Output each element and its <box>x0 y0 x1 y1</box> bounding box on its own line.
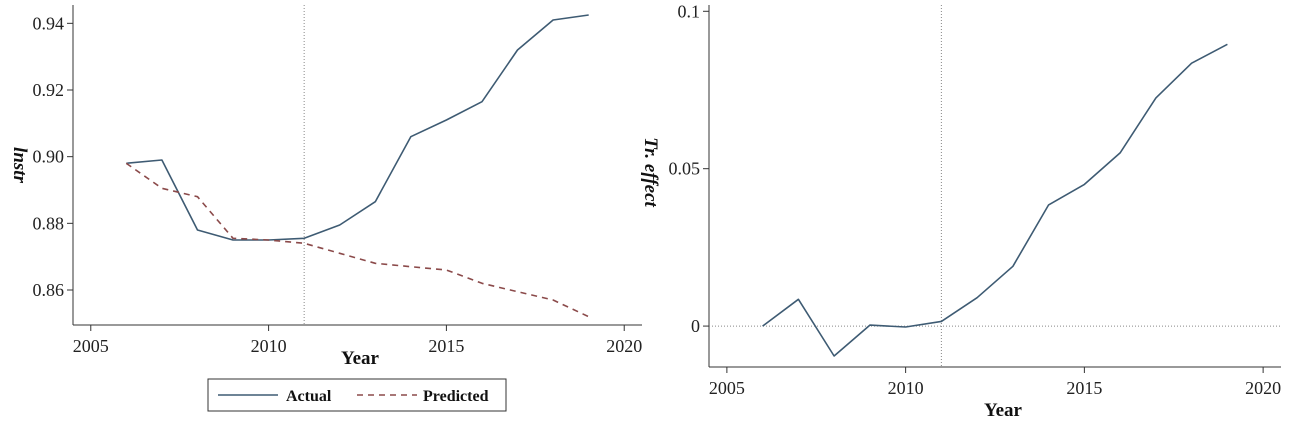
right-y-ticks: 0 0.05 0.1 <box>669 1 709 336</box>
right-x-axis-title: Year <box>984 400 1023 421</box>
left-x-axis-title: Year <box>341 348 380 369</box>
left-x-ticks: 2005 2010 2015 2020 <box>73 325 642 356</box>
left-y-tick-label: 0.86 <box>33 280 65 300</box>
left-y-tick-label: 0.90 <box>33 147 65 167</box>
left-x-tick-label: 2020 <box>606 336 642 356</box>
left-x-tick-label: 2010 <box>251 336 287 356</box>
right-x-tick-label: 2020 <box>1245 378 1281 398</box>
left-series-line-actual <box>126 14 589 241</box>
left-series-line-predicted <box>125 162 590 318</box>
left-series-lines <box>125 14 590 318</box>
right-x-ticks: 2005 2010 2015 2020 <box>709 367 1281 398</box>
left-y-tick-label: 0.92 <box>33 80 65 100</box>
left-y-tick-label: 0.94 <box>33 13 65 33</box>
left-y-tick-label: 0.88 <box>33 213 65 233</box>
left-x-tick-label: 2005 <box>73 336 109 356</box>
legend: Actual Predicted <box>207 378 507 412</box>
right-x-tick-label: 2010 <box>888 378 924 398</box>
legend-label-predicted: Predicted <box>423 388 489 405</box>
right-x-tick-label: 2005 <box>709 378 745 398</box>
left-x-tick-label: 2015 <box>428 336 464 356</box>
right-chart: 0 0.05 0.1 2005 2010 2015 2020 Year Tr. effec… <box>640 1 1281 421</box>
right-y-tick-label: 0.1 <box>678 1 701 21</box>
left-y-axis-title: lnstr <box>9 147 30 184</box>
right-y-tick-label: 0 <box>691 316 700 336</box>
right-y-tick-label: 0.05 <box>669 159 701 179</box>
right-x-tick-label: 2015 <box>1066 378 1102 398</box>
right-series-lines <box>762 43 1228 357</box>
legend-label-actual: Actual <box>286 388 332 405</box>
right-y-axis-title: Tr. effect <box>640 137 661 207</box>
right-series-line-effect <box>762 43 1228 357</box>
left-chart: 0.86 0.88 0.90 0.92 0.94 2005 2010 2015 2020 Ye… <box>9 5 642 412</box>
left-y-ticks: 0.86 0.88 0.90 0.92 0.94 <box>33 13 73 300</box>
